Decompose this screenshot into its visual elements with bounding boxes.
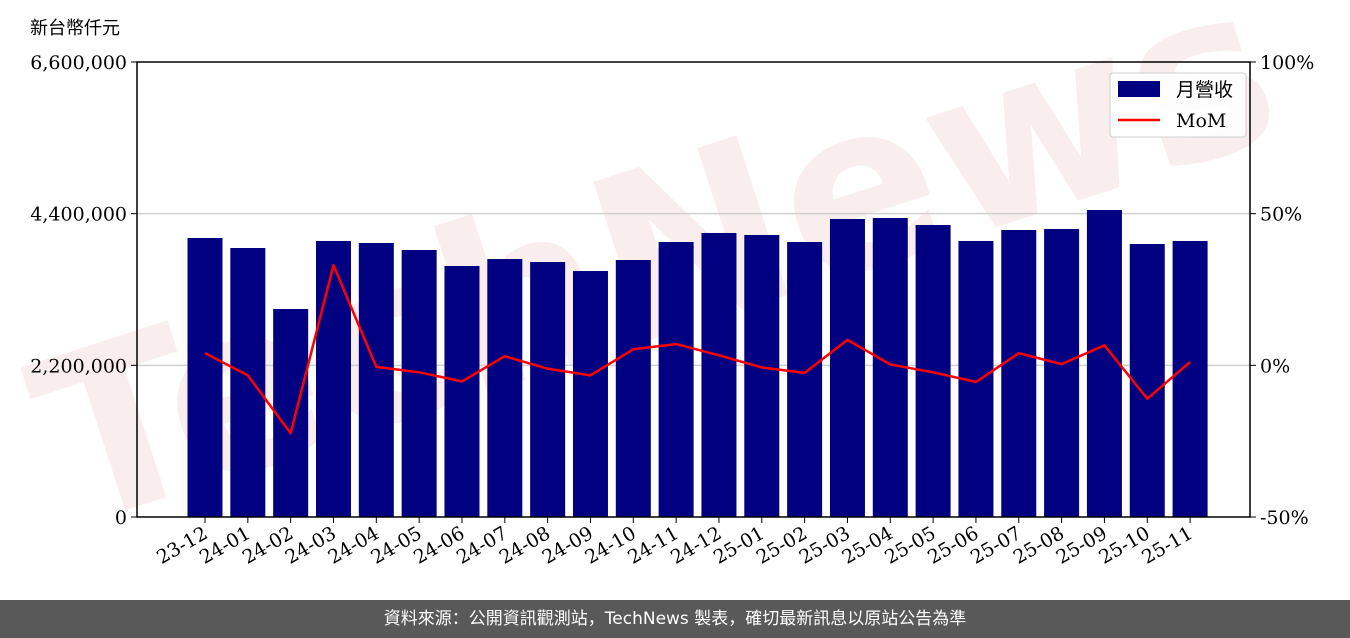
bar-24-04	[358, 242, 394, 517]
bar-24-12	[701, 232, 737, 517]
source-footer: 資料來源：公開資訊觀測站，TechNews 製表，確切最新訊息以原站公告為準	[0, 600, 1350, 638]
unit-label: 新台幣仟元	[30, 18, 120, 39]
plot-frame	[136, 61, 1251, 518]
bar-24-07	[487, 259, 523, 517]
legend-swatch-bar	[1118, 81, 1160, 97]
left-tick-label: 0	[115, 507, 127, 529]
bar-25-03	[829, 218, 865, 517]
bar-24-05	[401, 249, 437, 517]
bar-24-11	[658, 242, 694, 517]
right-tick-label: 0%	[1260, 355, 1290, 377]
bar-25-10	[1129, 244, 1165, 517]
legend-label-mom: MoM	[1176, 110, 1226, 132]
bar-24-02	[273, 309, 309, 517]
bar-24-09	[572, 271, 608, 517]
bar-24-10	[615, 259, 651, 517]
legend: 月營收 MoM	[1109, 72, 1247, 138]
right-tick-label: 100%	[1260, 52, 1314, 74]
left-tick-label: 2,200,000	[30, 355, 127, 377]
bar-23-12	[187, 238, 223, 518]
bar-25-09	[1086, 210, 1122, 517]
bar-25-01	[744, 234, 780, 517]
bar-25-02	[787, 242, 823, 517]
left-tick-label: 6,600,000	[30, 52, 127, 74]
legend-label-revenue: 月營收	[1176, 79, 1233, 101]
x-tick-label: 25-11	[1138, 522, 1196, 568]
chart: TechNews02,200,0004,400,0006,600,000-50%…	[6, 0, 1315, 580]
bar-24-06	[444, 265, 480, 517]
left-tick-label: 4,400,000	[30, 204, 127, 226]
right-tick-label: 50%	[1260, 204, 1302, 226]
bar-24-01	[230, 247, 266, 518]
bar-24-08	[530, 261, 566, 517]
bar-24-03	[315, 240, 351, 517]
right-tick-label: -50%	[1260, 507, 1309, 529]
bar-25-11	[1172, 240, 1208, 517]
bar-25-08	[1044, 228, 1080, 518]
mom-line	[204, 263, 1191, 435]
bar-25-07	[1001, 230, 1037, 517]
